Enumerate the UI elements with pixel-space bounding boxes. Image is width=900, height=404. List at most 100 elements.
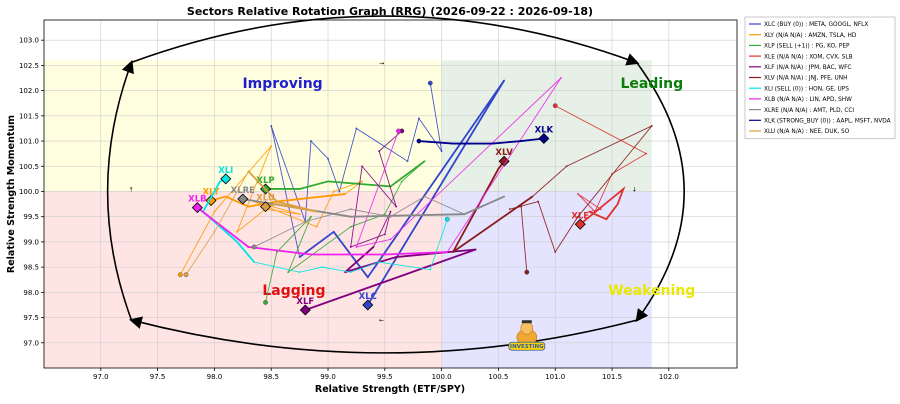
series-point [224,195,227,198]
x-tick-label: 99.5 [377,373,393,381]
quadrant-label-weakening: Weakening [608,283,695,299]
rotation-cycle-arrow [106,59,134,321]
series-point [577,193,579,195]
series-point [389,215,392,218]
series-head-xlv [452,160,534,253]
series-ticker-label: XLRE [231,186,256,196]
x-tick-label: 100.0 [432,373,452,381]
y-tick-label: 102.5 [19,62,39,70]
series-point [275,200,278,203]
series-start-point [177,272,183,278]
series-end-marker [574,218,586,230]
x-tick-label: 101.0 [545,373,565,381]
series-point [605,218,608,221]
quadrant-label-improving: Improving [242,76,322,92]
x-tick-label: 101.5 [602,373,622,381]
series-point [520,205,523,208]
series-point [332,190,335,193]
series-point [383,213,386,216]
series-point [366,276,369,279]
rotation-direction-marker: ↑ [128,186,133,193]
series-point [270,145,273,147]
series-point [275,203,278,205]
x-tick-label: 98.5 [263,373,279,381]
series-ticker-label: XLC [359,292,377,302]
series-point [287,271,290,274]
series-point [310,140,312,142]
series-end-marker [299,304,311,316]
series-point [531,195,534,198]
series-point [321,266,324,269]
series-start-point [427,80,433,86]
series-point [355,127,358,130]
series-point [474,248,477,251]
series-point [423,195,426,198]
series-point [599,208,602,211]
x-tick-label: 98.0 [207,373,223,381]
y-tick-label: 100.0 [19,188,39,196]
series-start-point [444,216,450,222]
series-ticker-label: XLY [203,188,221,198]
series-start-point [416,138,422,144]
series-point [355,246,358,248]
series-point [650,125,653,127]
series-point [298,271,301,274]
series-point [383,233,386,236]
series-point [395,205,398,208]
y-tick-label: 100.5 [19,163,39,171]
series-point [219,180,221,183]
series-point [418,117,420,120]
series-point [554,251,557,253]
series-point [349,271,352,274]
series-point [304,220,307,223]
series-point [275,251,278,253]
series-point [446,251,449,253]
series-point [645,152,648,155]
series-point [588,210,591,213]
legend-box [744,16,896,140]
logo-text: INVESTING [510,344,544,350]
series-point [236,241,239,243]
series-point [310,253,312,256]
series-point [520,140,523,142]
legend-item: XLP (SELL (+1)) : PG, KO, PEP [764,44,850,50]
quadrant-label-leading: Leading [620,76,683,92]
legend-item: XLI (SELL (0)) : HON, GE, UPS [764,86,849,92]
series-point [622,188,625,190]
series-point [560,77,562,79]
series-point [344,271,346,274]
series-start-point [251,244,257,250]
y-tick-label: 103.0 [19,37,39,45]
series-end-marker [237,193,249,205]
y-tick-label: 101.0 [19,138,39,146]
series-point [378,261,381,263]
series-ticker-label: XLV [495,148,513,158]
series-start-point [524,269,530,275]
series-end-marker [362,299,374,311]
series-point [429,268,432,271]
mascot-head [520,321,534,335]
series-point [253,261,256,263]
series-point [491,142,494,145]
series-point [344,193,346,195]
series-ticker-label: XLP [256,176,274,186]
series-point [423,160,426,163]
legend-item: XLB (N/A N/A) : LIN, APD, SHW [764,97,852,103]
legend-item: XLE (N/A N/A) : XOM, CVX, SLB [764,54,853,60]
y-tick-label: 102.0 [19,87,39,95]
series-point [395,256,398,258]
series-point [565,165,568,168]
y-tick-label: 99.0 [23,238,39,246]
series-point [537,200,540,203]
series-end-marker [538,133,550,145]
rotation-cycle-arrow [131,15,640,66]
series-point [361,180,363,183]
series-point [349,246,352,248]
x-tick-label: 99.0 [320,373,336,381]
series-point [298,188,301,190]
y-axis-label: Relative Strength Momentum [6,115,17,273]
series-point [452,251,454,253]
quadrant-weakening-area [441,191,652,368]
rotation-cycle-arrow [635,62,685,323]
